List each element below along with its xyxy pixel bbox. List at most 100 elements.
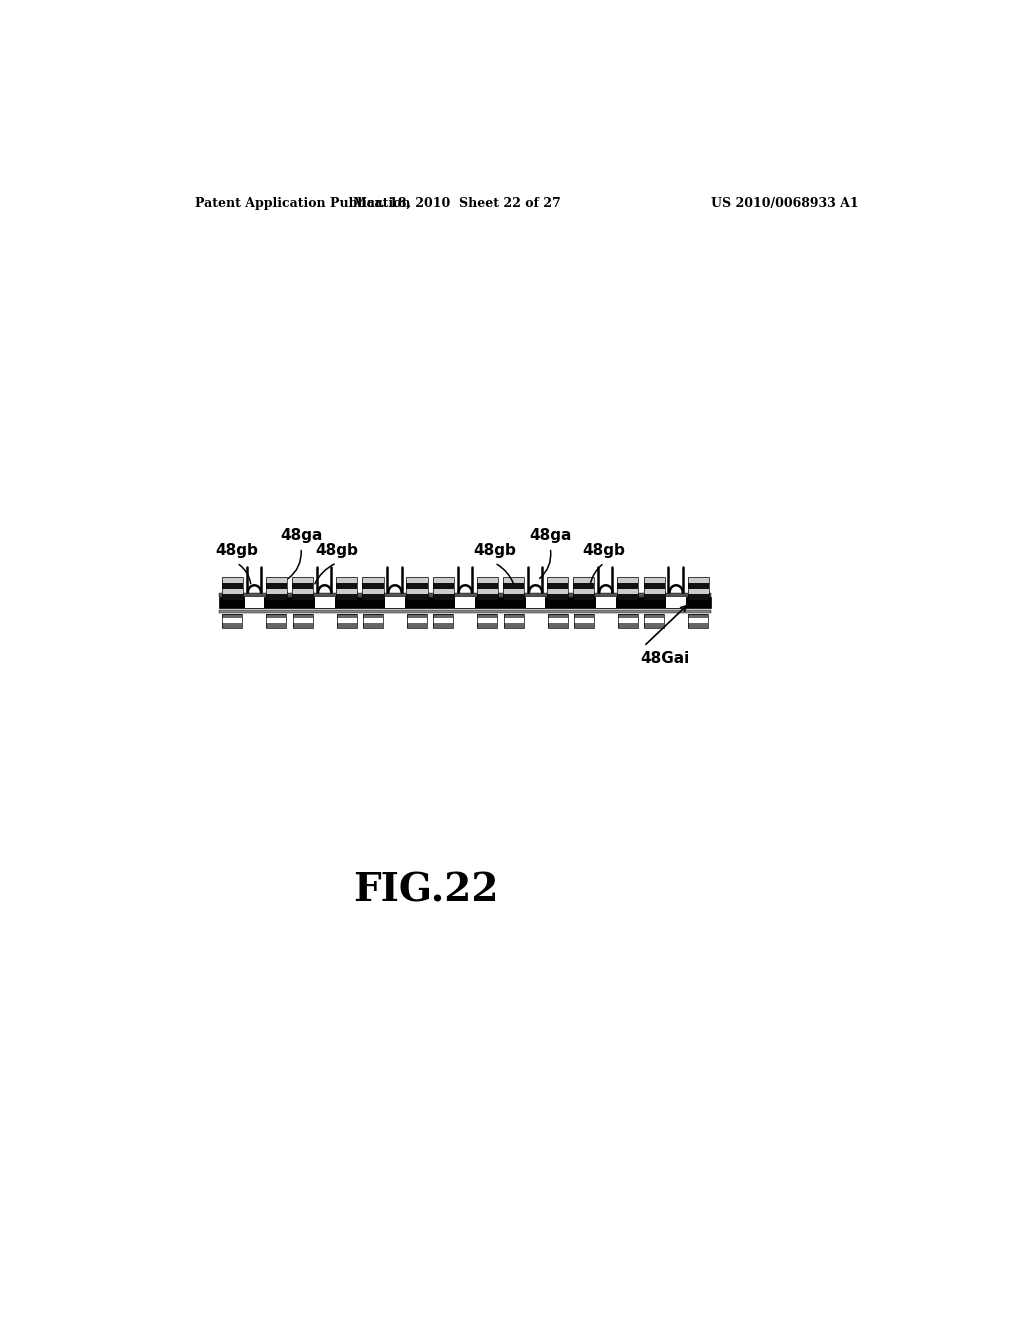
Bar bbox=[644, 577, 665, 583]
Bar bbox=[433, 623, 454, 628]
Bar bbox=[219, 594, 712, 598]
Bar bbox=[222, 623, 243, 628]
Bar bbox=[362, 594, 384, 599]
Bar bbox=[336, 577, 357, 583]
Bar bbox=[266, 589, 287, 594]
Text: 48ga: 48ga bbox=[280, 528, 323, 543]
Bar bbox=[504, 614, 523, 628]
Bar bbox=[644, 623, 665, 628]
Bar bbox=[407, 614, 427, 619]
Bar bbox=[503, 594, 524, 599]
Bar bbox=[477, 577, 498, 599]
Bar bbox=[688, 614, 709, 628]
Bar bbox=[407, 589, 427, 594]
Bar bbox=[477, 583, 498, 589]
Bar bbox=[573, 614, 594, 619]
Bar bbox=[644, 589, 665, 594]
Bar bbox=[292, 594, 313, 599]
Text: 48gb: 48gb bbox=[215, 543, 258, 558]
Bar bbox=[433, 577, 454, 583]
Bar bbox=[219, 610, 712, 612]
Bar bbox=[362, 619, 383, 623]
Bar bbox=[337, 623, 356, 628]
Bar bbox=[456, 598, 475, 607]
Bar bbox=[433, 614, 454, 628]
Text: 48ga: 48ga bbox=[529, 528, 571, 543]
Bar bbox=[336, 577, 357, 599]
Bar bbox=[362, 583, 384, 589]
Bar bbox=[617, 614, 638, 619]
Bar bbox=[222, 614, 243, 628]
Bar bbox=[547, 577, 568, 583]
Bar bbox=[617, 577, 638, 583]
Bar bbox=[548, 614, 567, 628]
Bar bbox=[222, 619, 243, 623]
Bar bbox=[407, 577, 427, 599]
Bar bbox=[547, 589, 568, 594]
Bar bbox=[477, 614, 498, 628]
Bar bbox=[573, 577, 595, 583]
Bar bbox=[504, 623, 523, 628]
Text: 48gb: 48gb bbox=[315, 543, 358, 558]
Bar bbox=[433, 594, 454, 599]
Bar bbox=[245, 598, 264, 607]
Bar bbox=[407, 623, 427, 628]
Bar bbox=[317, 577, 332, 593]
Bar bbox=[644, 594, 665, 599]
Bar bbox=[687, 589, 709, 594]
Bar bbox=[222, 577, 243, 583]
Bar bbox=[599, 577, 612, 593]
Bar bbox=[336, 583, 357, 589]
Bar bbox=[644, 577, 665, 599]
Bar bbox=[477, 619, 498, 623]
Bar bbox=[547, 577, 568, 599]
Bar bbox=[528, 577, 543, 593]
Bar bbox=[548, 619, 567, 623]
Bar bbox=[385, 598, 404, 607]
Bar bbox=[337, 614, 356, 628]
Bar bbox=[266, 619, 287, 623]
Bar bbox=[293, 623, 312, 628]
Bar bbox=[573, 619, 594, 623]
Bar bbox=[503, 577, 524, 599]
Bar bbox=[687, 577, 709, 583]
Bar bbox=[222, 589, 243, 594]
Bar bbox=[293, 614, 312, 619]
Text: 48gb: 48gb bbox=[583, 543, 626, 558]
Text: US 2010/0068933 A1: US 2010/0068933 A1 bbox=[712, 197, 859, 210]
Bar bbox=[219, 598, 712, 607]
Text: 48gb: 48gb bbox=[473, 543, 516, 558]
Bar bbox=[293, 614, 312, 628]
Bar bbox=[670, 577, 683, 593]
Bar bbox=[573, 583, 595, 589]
Bar bbox=[547, 594, 568, 599]
Bar bbox=[266, 594, 287, 599]
Bar bbox=[503, 589, 524, 594]
Text: Patent Application Publication: Patent Application Publication bbox=[196, 197, 411, 210]
Bar bbox=[292, 589, 313, 594]
Bar bbox=[573, 623, 594, 628]
Bar bbox=[617, 619, 638, 623]
Bar bbox=[336, 589, 357, 594]
Bar bbox=[573, 577, 595, 599]
Bar bbox=[477, 614, 498, 619]
Bar bbox=[407, 577, 427, 583]
Bar bbox=[573, 594, 595, 599]
Bar bbox=[617, 589, 638, 594]
Bar bbox=[362, 623, 383, 628]
Bar bbox=[407, 614, 427, 628]
Bar bbox=[477, 589, 498, 594]
Bar bbox=[292, 577, 313, 599]
Bar bbox=[548, 623, 567, 628]
Bar bbox=[688, 614, 709, 619]
Bar bbox=[362, 577, 384, 583]
Bar bbox=[503, 577, 524, 583]
Bar bbox=[617, 577, 638, 599]
Bar bbox=[266, 583, 287, 589]
Bar bbox=[407, 619, 427, 623]
Bar bbox=[687, 594, 709, 599]
Bar bbox=[222, 594, 243, 599]
Bar bbox=[407, 594, 427, 599]
Bar bbox=[548, 614, 567, 619]
Bar bbox=[248, 577, 261, 593]
